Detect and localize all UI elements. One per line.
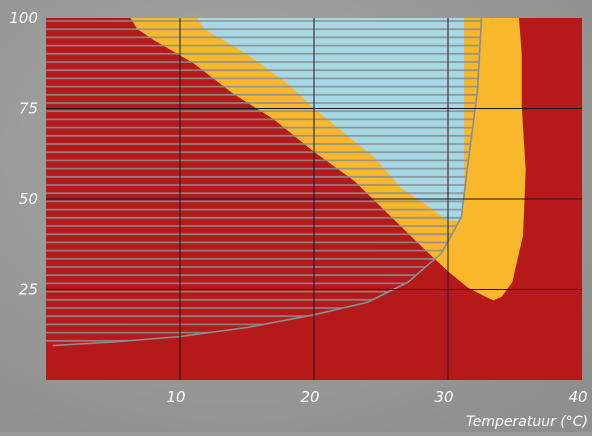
x-tick-label: 10 (166, 388, 185, 406)
grid (46, 18, 582, 380)
x-axis-label: Temperatuur (°C) (466, 414, 588, 430)
hatch-boundary-curve (52, 18, 483, 347)
y-tick-label: 50 (19, 190, 38, 208)
x-tick-label: 20 (300, 388, 319, 406)
y-tick-label: 75 (19, 100, 38, 118)
y-tick-label: 25 (19, 281, 38, 299)
x-tick-label: 30 (434, 388, 453, 406)
tick-labels: 10 20 30 40 25 50 75 100 (9, 9, 587, 406)
y-tick-label: 100 (9, 9, 38, 27)
x-tick-label: 40 (568, 388, 587, 406)
